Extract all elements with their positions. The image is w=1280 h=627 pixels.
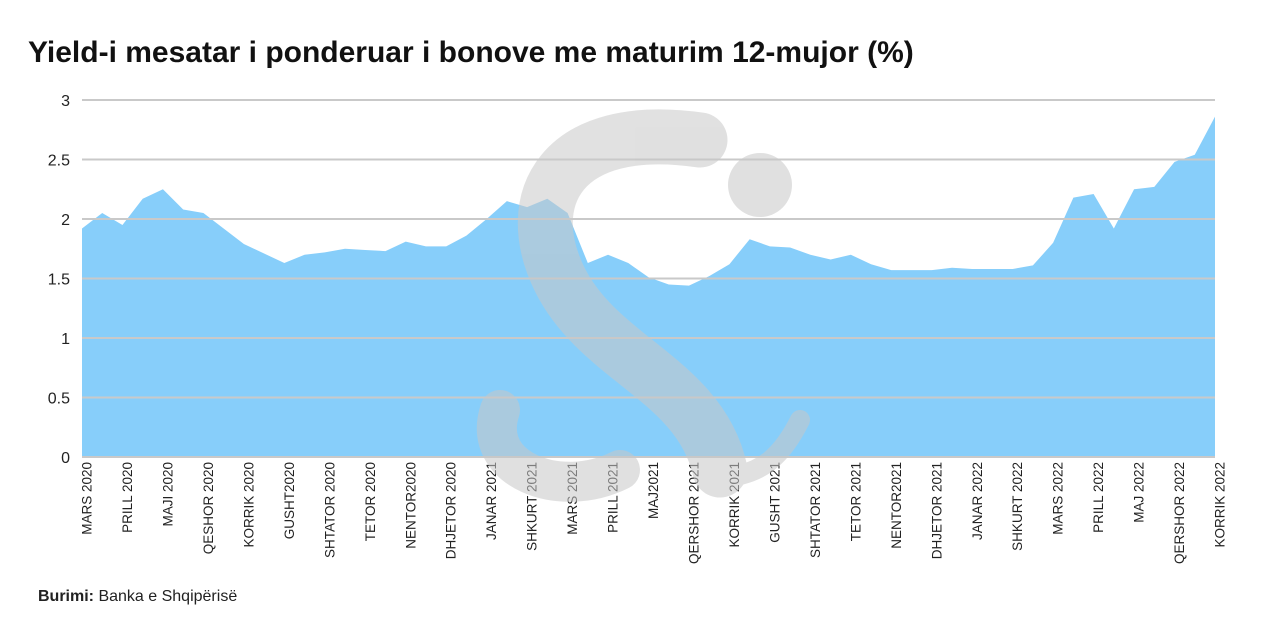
x-tick-label: PRILL 2020 — [120, 462, 135, 533]
x-tick-label: MARS 2020 — [80, 462, 95, 535]
x-tick-label: GUSHT2020 — [282, 462, 297, 539]
y-tick-label: 0.5 — [48, 391, 70, 408]
y-tick-label: 1 — [61, 331, 70, 348]
x-tick-label: KORRIK 2022 — [1213, 462, 1228, 548]
x-tick-label: NENTOR2020 — [403, 462, 418, 549]
x-tick-label: QERSHOR 2021 — [687, 462, 702, 564]
x-tick-label: JANAR 2021 — [484, 462, 499, 540]
x-tick-label: PRILL 2022 — [1091, 462, 1106, 533]
x-tick-label: KORRIK 2020 — [241, 462, 256, 548]
area — [82, 116, 1215, 457]
x-tick-label: SHTATOR 2020 — [322, 462, 337, 558]
x-tick-label: DHJETOR 2021 — [929, 462, 944, 559]
y-tick-label: 2.5 — [48, 153, 70, 170]
x-tick-label: NENTOR2021 — [889, 462, 904, 549]
x-tick-label: MAJ2021 — [646, 462, 661, 519]
x-tick-label: TETOR 2020 — [363, 462, 378, 541]
x-tick-label: MARS 2022 — [1051, 462, 1066, 535]
source-label: Burimi: — [38, 588, 94, 605]
x-tick-label: QESHOR 2020 — [201, 462, 216, 554]
x-tick-label: SHTATOR 2021 — [808, 462, 823, 558]
x-tick-label: QERSHOR 2022 — [1172, 462, 1187, 564]
source: Burimi: Banka e Shqipërisë — [38, 588, 237, 605]
x-tick-label: GUSHT 2021 — [767, 462, 782, 543]
y-tick-label: 2 — [61, 212, 70, 229]
x-tick-label: MAJI 2020 — [160, 462, 175, 527]
x-tick-label: TETOR 2021 — [848, 462, 863, 541]
y-tick-label: 1.5 — [48, 272, 70, 289]
y-tick-label: 0 — [61, 450, 70, 467]
x-tick-label: MAJ 2022 — [1132, 462, 1147, 523]
y-tick-label: 3 — [61, 93, 70, 110]
x-tick-label: DHJETOR 2020 — [444, 462, 459, 559]
chart-title: Yield-i mesatar i ponderuar i bonove me … — [28, 36, 914, 69]
x-tick-label: SHKURT 2022 — [1010, 462, 1025, 551]
watermark — [477, 109, 810, 502]
source-text: Banka e Shqipërisë — [98, 588, 237, 605]
x-tick-label: JANAR 2022 — [970, 462, 985, 540]
